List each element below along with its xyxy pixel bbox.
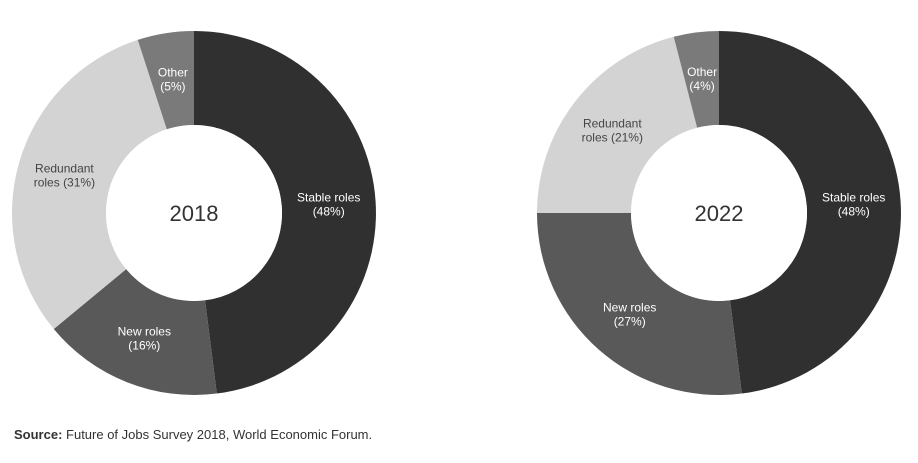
source-text: Future of Jobs Survey 2018, World Econom… — [62, 427, 373, 442]
donut-hole — [631, 125, 807, 301]
slice-label-line: Other — [158, 66, 188, 80]
center-year-label: 2018 — [170, 201, 219, 226]
slice-stable-roles — [719, 31, 901, 394]
slice-stable-roles — [194, 31, 376, 394]
slice-redundant-roles — [12, 39, 167, 330]
slice-label-line: (5%) — [160, 80, 185, 94]
slice-label-new-roles: New roles (27%) — [603, 300, 656, 328]
slice-label-redundant-roles: Redundant roles (31%) — [34, 161, 95, 189]
slice-label-line: (48%) — [313, 205, 345, 219]
slice-label-line: roles (21%) — [582, 130, 643, 144]
slice-new-roles — [53, 269, 217, 395]
slice-label-other: Other (4%) — [687, 65, 717, 93]
slice-label-line: (16%) — [128, 339, 160, 353]
slice-label-line: (48%) — [838, 205, 870, 219]
slice-label-redundant-roles: Redundant roles (21%) — [582, 116, 643, 144]
source-note: Source: Future of Jobs Survey 2018, Worl… — [14, 427, 372, 442]
donut-chart-2018: Stable roles (48%) New roles (16%) Redundant… — [12, 31, 376, 395]
slice-label-line: (27%) — [614, 314, 646, 328]
slice-label-line: Stable roles — [297, 191, 360, 205]
slice-label-line: New roles — [603, 300, 656, 314]
slice-label-line: Redundant — [583, 116, 642, 130]
slice-other — [673, 31, 719, 128]
slice-redundant-roles — [537, 36, 698, 213]
slice-label-line: Stable roles — [822, 191, 885, 205]
slice-new-roles — [537, 213, 742, 395]
center-year-label: 2022 — [695, 201, 744, 226]
source-label: Source: — [14, 427, 63, 442]
slice-label-stable-roles: Stable roles (48%) — [822, 191, 885, 219]
slice-label-line: New roles — [118, 325, 171, 339]
slice-label-line: Other — [687, 65, 717, 79]
donut-hole — [106, 125, 282, 301]
slice-label-line: Redundant — [35, 161, 94, 175]
slice-label-new-roles: New roles (16%) — [118, 325, 171, 353]
slice-label-line: roles (31%) — [34, 175, 95, 189]
donut-chart-2022: Stable roles (48%) New roles (27%) Redundant… — [537, 31, 901, 395]
slice-label-other: Other (5%) — [158, 66, 188, 94]
slice-label-stable-roles: Stable roles (48%) — [297, 191, 360, 219]
slice-label-line: (4%) — [689, 79, 714, 93]
slice-other — [137, 31, 194, 130]
